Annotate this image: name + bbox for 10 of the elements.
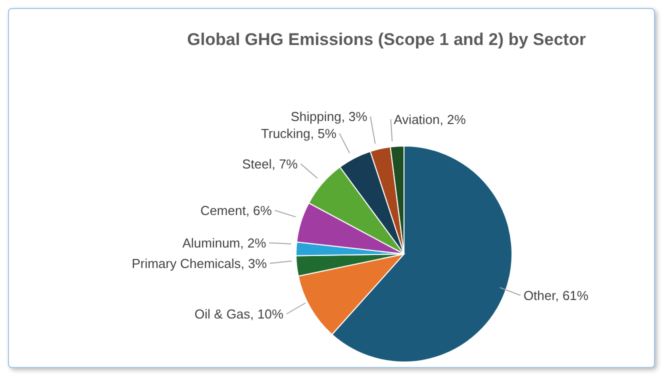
slice-label: Other, 61%: [523, 288, 589, 303]
slice-label: Primary Chemicals, 3%: [132, 256, 268, 271]
chart-title: Global GHG Emissions (Scope 1 and 2) by Sector: [187, 30, 586, 49]
slice-label: Steel, 7%: [242, 156, 298, 172]
slice-label: Aviation, 2%: [394, 112, 466, 127]
slice-label: Shipping, 3%: [290, 108, 368, 124]
slice-label: Oil & Gas, 10%: [194, 306, 284, 322]
slice-label: Aluminum, 2%: [182, 235, 267, 250]
slice-label: Trucking, 5%: [261, 126, 337, 141]
slice-label: Cement, 6%: [200, 202, 272, 218]
